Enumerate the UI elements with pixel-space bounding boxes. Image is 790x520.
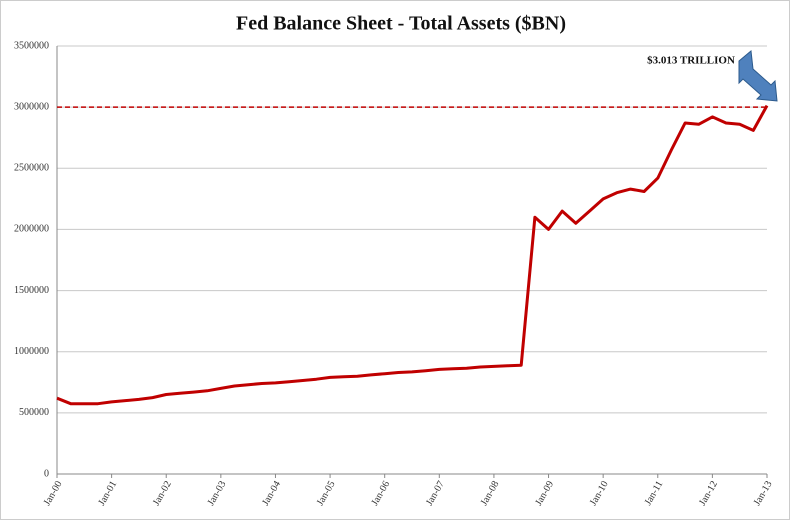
- chart-title: Fed Balance Sheet - Total Assets ($BN): [236, 13, 566, 35]
- x-tick-label: Jan-00: [42, 479, 65, 508]
- x-tick-label: Jan-06: [369, 479, 392, 508]
- x-tick-label: Jan-05: [315, 479, 338, 508]
- y-tick-label: 2000000: [14, 224, 49, 235]
- data-line: [56, 104, 769, 406]
- y-tick-label: 1000000: [14, 346, 49, 357]
- y-tick-label: 3500000: [14, 40, 49, 51]
- x-tick-label: Jan-11: [643, 479, 666, 507]
- x-tick-label: Jan-12: [697, 479, 720, 508]
- x-tick-label: Jan-13: [752, 479, 775, 508]
- x-tick-label: Jan-03: [206, 479, 229, 508]
- y-tick-label: 0: [44, 468, 49, 479]
- annotation: $3.013 TRILLION: [647, 55, 735, 67]
- x-tick-label: Jan-02: [151, 479, 174, 508]
- x-tick-label: Jan-09: [533, 479, 556, 508]
- x-tick-label: Jan-01: [96, 479, 119, 508]
- y-tick-label: 1500000: [14, 285, 49, 296]
- y-tick-label: 3000000: [14, 101, 49, 112]
- y-tick-label: 500000: [19, 407, 49, 418]
- x-tick-label: Jan-08: [479, 479, 502, 508]
- x-tick-label: Jan-10: [588, 479, 611, 508]
- x-tick-label: Jan-04: [260, 479, 283, 508]
- x-tick-label: Jan-07: [424, 479, 447, 508]
- y-tick-label: 2500000: [14, 163, 49, 174]
- arrow: [738, 50, 778, 102]
